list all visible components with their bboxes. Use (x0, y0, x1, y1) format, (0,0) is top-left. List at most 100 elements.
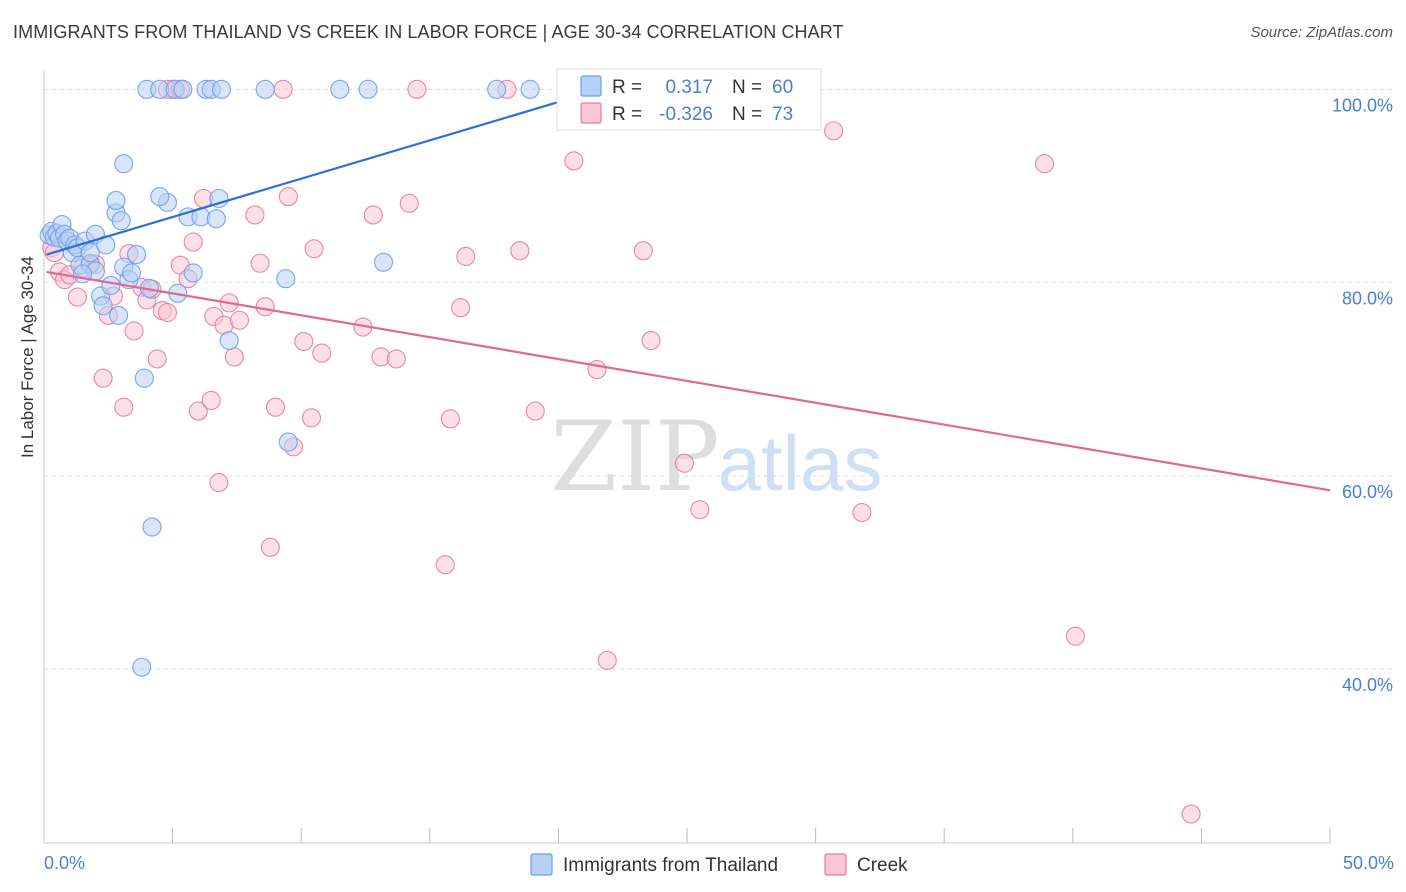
r-value-2: -0.326 (659, 104, 713, 125)
thailand-point-53 (330, 79, 350, 99)
thailand-points (39, 79, 540, 677)
trend-line-creek (46, 270, 1331, 492)
creek-point-35 (255, 297, 275, 317)
creek-point-32 (229, 310, 250, 330)
creek-point-65 (824, 121, 844, 141)
creek-point-46 (363, 205, 383, 225)
creek-point-60 (597, 650, 617, 670)
chart-title: IMMIGRANTS FROM THAILAND VS CREEK IN LAB… (13, 22, 844, 42)
creek-point-69 (1181, 804, 1201, 824)
thailand-point-25 (111, 211, 131, 231)
creek-point-42 (301, 408, 322, 428)
trend-line-thailand (46, 97, 570, 256)
x-tick-label-max: 50.0% (1343, 853, 1394, 873)
thailand-point-32 (132, 657, 152, 677)
trend-lines (46, 97, 1331, 492)
legend-label-creek: Creek (857, 855, 908, 876)
creek-point-68 (1065, 626, 1085, 646)
creek-point-53 (451, 298, 471, 318)
creek-point-24 (188, 401, 208, 421)
legend-swatch-creek (824, 853, 847, 876)
creek-point-19 (157, 302, 178, 323)
thailand-point-56 (487, 79, 507, 99)
creek-point-58 (564, 151, 584, 171)
thailand-point-57 (520, 79, 540, 99)
creek-point-4 (67, 287, 87, 307)
x-ticks (172, 828, 1331, 843)
creek-point-44 (312, 343, 332, 363)
n-label-2: N = (732, 104, 762, 125)
thailand-point-49 (219, 330, 239, 351)
y-tick-label-80: 80.0% (1342, 289, 1393, 309)
grid-lines (44, 88, 1392, 670)
legend-swatch-thailand (530, 853, 553, 876)
thailand-point-58 (150, 187, 170, 207)
watermark: ZIP atlas (550, 401, 882, 513)
creek-point-59 (587, 359, 607, 380)
thailand-point-26 (114, 154, 134, 174)
creek-point-51 (435, 555, 455, 575)
creek-point-54 (456, 246, 476, 267)
thailand-point-30 (127, 245, 147, 265)
n-value-1: 60 (772, 77, 793, 98)
thailand-point-55 (373, 252, 394, 272)
creek-point-62 (641, 330, 661, 351)
y-tick-labels: 40.0% 60.0% 80.0% 100.0% (1332, 95, 1393, 695)
watermark-zip: ZIP (550, 401, 719, 513)
thailand-point-29 (121, 263, 141, 283)
creek-point-50 (407, 79, 427, 99)
watermark-atlas: atlas (718, 419, 883, 507)
creek-point-61 (633, 241, 653, 261)
n-value-2: 73 (772, 104, 793, 125)
legend-label-thailand: Immigrants from Thailand (563, 855, 778, 876)
creek-point-11 (114, 397, 134, 417)
creek-point-57 (525, 401, 545, 421)
creek-point-52 (440, 409, 460, 429)
thailand-point-50 (255, 79, 275, 99)
creek-point-13 (124, 321, 144, 341)
y-tick-label-40: 40.0% (1342, 675, 1393, 695)
creek-point-63 (674, 453, 694, 473)
thailand-point-23 (106, 190, 126, 210)
thailand-point-19 (93, 296, 113, 316)
creek-point-26 (201, 390, 221, 411)
thailand-point-46 (206, 209, 226, 229)
thailand-point-35 (142, 517, 162, 537)
creek-point-67 (1034, 154, 1055, 174)
y-axis-label: In Labor Force | Age 30-34 (18, 256, 37, 458)
x-tick-label-min: 0.0% (44, 853, 85, 873)
creek-point-37 (265, 397, 286, 417)
creek-point-33 (245, 205, 265, 225)
thailand-point-15 (80, 243, 100, 263)
creek-point-48 (386, 349, 406, 369)
series-legend: Immigrants from Thailand Creek (530, 853, 908, 876)
x-tick-labels: 0.0% 50.0% (44, 853, 1394, 873)
creek-point-17 (147, 349, 167, 369)
thailand-point-51 (276, 269, 296, 289)
thailand-point-24 (109, 305, 129, 325)
creek-point-23 (183, 232, 203, 252)
creek-point-66 (852, 502, 872, 523)
creek-point-49 (399, 193, 419, 213)
thailand-point-52 (278, 432, 298, 452)
thailand-point-21 (101, 275, 121, 296)
y-tick-label-100: 100.0% (1332, 95, 1393, 115)
creek-point-8 (93, 368, 113, 388)
thailand-point-31 (134, 368, 154, 388)
creek-point-43 (304, 239, 324, 259)
thailand-point-42 (183, 263, 203, 283)
creek-point-41 (294, 331, 314, 352)
creek-point-56 (510, 241, 530, 261)
stats-swatch-thailand (580, 75, 602, 97)
thailand-point-54 (358, 79, 378, 99)
creek-point-34 (250, 253, 270, 273)
r-value-1: 0.317 (665, 77, 713, 98)
stats-swatch-creek (580, 102, 602, 124)
creek-point-64 (690, 500, 710, 520)
creek-point-31 (224, 347, 244, 367)
y-tick-label-60: 60.0% (1342, 482, 1393, 502)
creek-point-38 (273, 79, 293, 99)
creek-point-28 (209, 473, 229, 493)
stats-legend: R = 0.317 N = 60 R = -0.326 N = 73 (556, 68, 822, 131)
